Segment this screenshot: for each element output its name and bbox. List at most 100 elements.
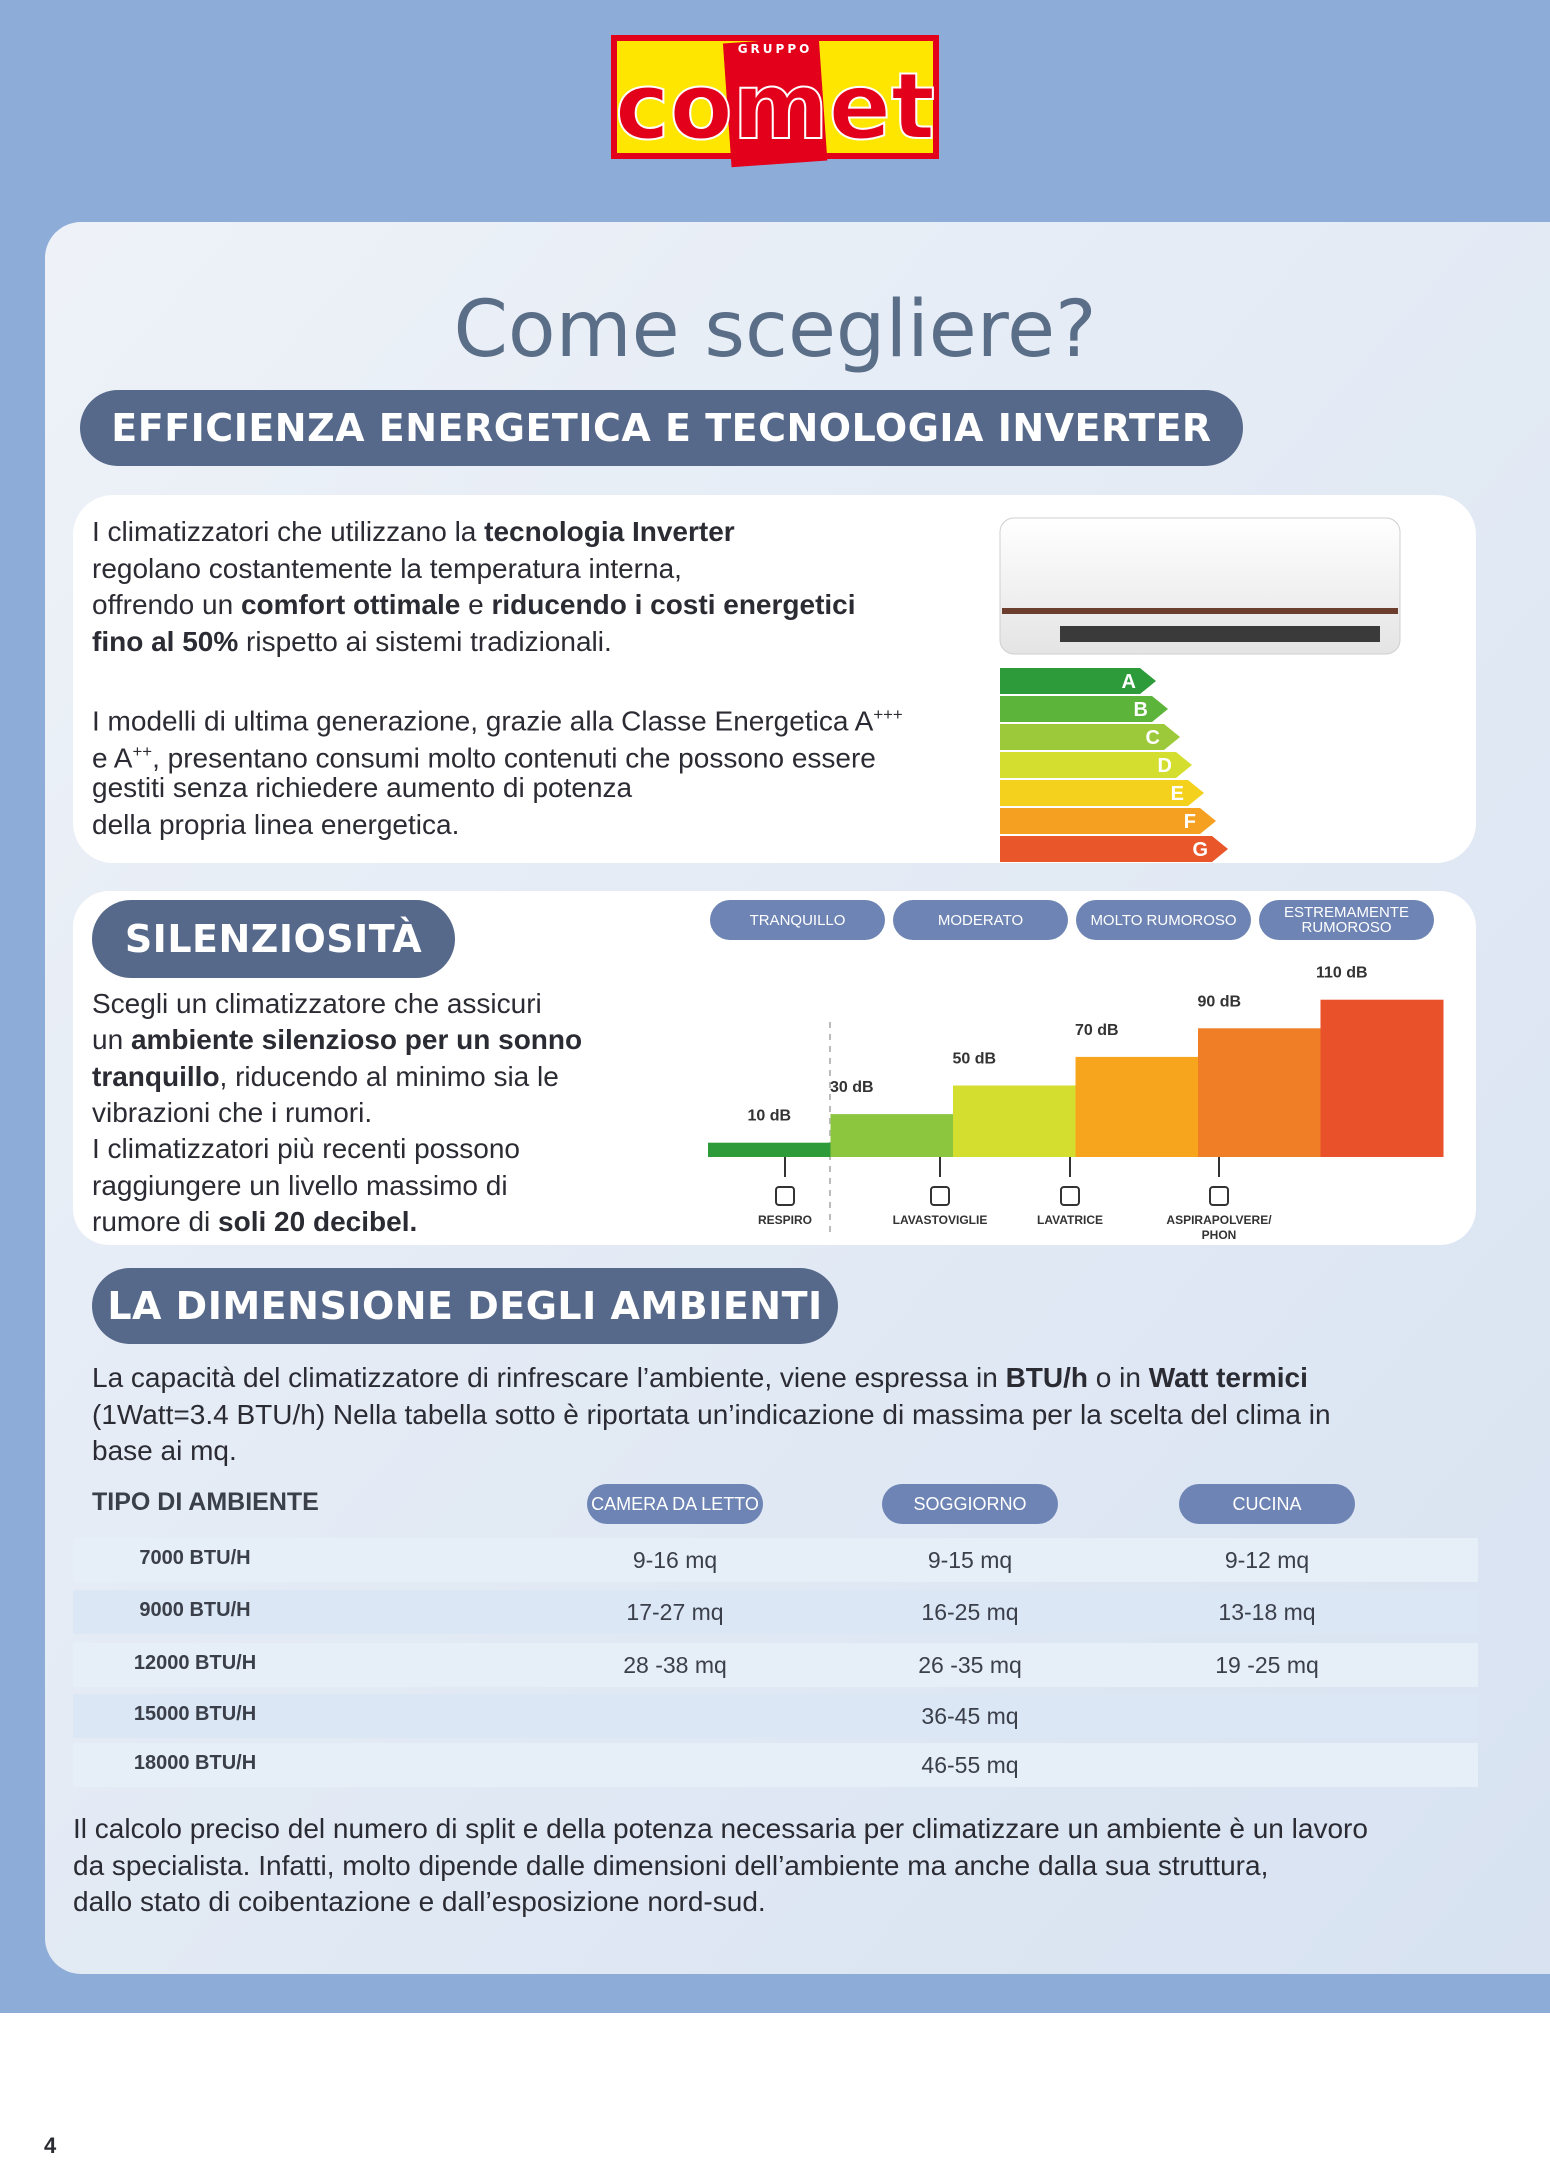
text-run: base ai mq. [92, 1435, 237, 1466]
energy-class-bar [1000, 752, 1192, 778]
page-title: Come scegliere? [453, 285, 1097, 375]
source-label: RESPIRO [757, 1213, 812, 1227]
noise-category: TRANQUILLO [710, 900, 885, 940]
text-run: da specialista. Infatti, molto dipende d… [73, 1849, 1269, 1881]
noise-label: 90 dB [1197, 993, 1241, 1010]
text-run: I climatizzatori che utilizzano la [92, 516, 485, 547]
row-label: 18000 BTU/H [133, 1752, 257, 1774]
text-run: (1Watt=3.4 BTU/h) Nella tabella sotto è … [92, 1398, 1331, 1430]
paragraph-line: rumore di soli 20 decibel. [92, 1204, 417, 1240]
text-run: regolano costantemente la temperatura in… [92, 552, 682, 584]
noise-label: 110 dB [1316, 965, 1368, 982]
table-row [73, 1538, 1478, 1582]
paragraph-line: tranquillo, riducendo al minimo sia le [92, 1059, 559, 1095]
paragraph-line: base ai mq. [92, 1433, 237, 1469]
table-cell: 16-25 mq [921, 1599, 1019, 1625]
text-run: o in [1088, 1362, 1149, 1393]
paragraph-line: della propria linea energetica. [92, 807, 459, 843]
logo [611, 35, 939, 168]
row-label: 15000 BTU/H [133, 1703, 257, 1725]
text-run: Scegli un climatizzatore che assicuri [92, 988, 542, 1019]
ac-stripe [1002, 608, 1398, 614]
ac-vent [1060, 626, 1380, 642]
noise-label: 50 dB [952, 1051, 996, 1068]
text-run: +++ [873, 705, 903, 724]
paragraph-line: un ambiente silenzioso per un sonno [92, 1022, 582, 1058]
paragraph-line: I climatizzatori più recenti possono [92, 1131, 520, 1167]
paragraph-line: La capacità del climatizzatore di rinfre… [92, 1360, 1308, 1396]
table-row [73, 1643, 1478, 1687]
table-row [73, 1743, 1478, 1787]
page-number: 4 [44, 2133, 57, 2158]
table-cell: 46-55 mq [921, 1752, 1019, 1778]
paragraph-line: e A++, presentano consumi molto contenut… [92, 734, 876, 776]
table-header: TIPO DI AMBIENTE [92, 1488, 319, 1516]
table-header: SOGGIORNO [882, 1484, 1058, 1524]
bold-text: tranquillo [92, 1060, 220, 1092]
source-label: LAVASTOVIGLIE [892, 1213, 988, 1227]
text-run: rumore di [92, 1205, 219, 1237]
row-label: 12000 BTU/H [133, 1652, 257, 1674]
paragraph-line: Il calcolo preciso del numero di split e… [73, 1811, 1368, 1847]
text-run: un [92, 1024, 131, 1056]
energy-class-bar [1000, 668, 1156, 694]
text-run: offrendo un [92, 589, 241, 620]
energy-class-bar [1000, 696, 1168, 722]
source-icon [930, 1186, 950, 1206]
paragraph-line: Scegli un climatizzatore che assicuri [92, 986, 542, 1022]
text-run: rispetto ai sistemi tradizionali. [238, 625, 612, 657]
air-conditioner [999, 517, 1401, 655]
section-heading: LA DIMENSIONE DEGLI AMBIENTI [92, 1268, 838, 1344]
table-header: CUCINA [1179, 1484, 1355, 1524]
source-label: LAVATRICE [1037, 1213, 1103, 1227]
noise-category: ESTREMAMENTE RUMOROSO [1259, 900, 1434, 940]
noise-bar [953, 1085, 1076, 1157]
bold-text: comfort ottimale [240, 589, 461, 620]
energy-class-bar [1000, 808, 1216, 834]
text-run: ++ [132, 741, 153, 761]
noise-bar [830, 1114, 954, 1157]
noise-bar [708, 1142, 831, 1157]
table-cell: 9-12 mq [1224, 1547, 1310, 1573]
table-row [73, 1694, 1478, 1738]
bold-text: BTU/h [1005, 1362, 1088, 1393]
text-run: gestiti senza richiedere aumento di pote… [92, 772, 633, 803]
paragraph-line: I climatizzatori che utilizzano la tecno… [92, 514, 735, 550]
noise-label: 10 dB [747, 1108, 791, 1125]
bold-text: Watt termici [1148, 1362, 1308, 1393]
text-run: , riducendo al minimo sia le [219, 1060, 559, 1092]
bold-text: tecnologia Inverter [484, 516, 735, 547]
table-row [73, 1590, 1478, 1634]
paragraph-line: gestiti senza richiedere aumento di pote… [92, 770, 632, 806]
paragraph-line: fino al 50% rispetto ai sistemi tradizio… [92, 624, 612, 660]
paragraph-line: offrendo un comfort ottimale e riducendo… [92, 587, 856, 623]
noise-category: MOLTO RUMOROSO [1076, 900, 1251, 940]
text-run: vibrazioni che i rumori. [92, 1096, 373, 1128]
text-run: La capacità del climatizzatore di rinfre… [92, 1362, 1006, 1393]
energy-class-label: F [1184, 811, 1196, 833]
table-cell: 9-16 mq [632, 1547, 718, 1573]
paragraph-line: raggiungere un livello massimo di [92, 1168, 508, 1204]
energy-class-label: D [1158, 755, 1172, 777]
table-cell: 13-18 mq [1218, 1599, 1316, 1625]
logo-brand: comet [615, 53, 935, 160]
source-icon [1209, 1186, 1229, 1206]
paragraph-line: da specialista. Infatti, molto dipende d… [73, 1848, 1268, 1884]
noise-bar [1075, 1056, 1199, 1157]
energy-class-label: C [1146, 727, 1160, 749]
row-label: 9000 BTU/H [139, 1599, 251, 1621]
bold-text: ambiente silenzioso per un sonno [130, 1024, 583, 1056]
paragraph-line: regolano costantemente la temperatura in… [92, 551, 682, 587]
table-cell: 36-45 mq [921, 1703, 1019, 1729]
table-cell: 26 -35 mq [918, 1652, 1022, 1678]
source-label: ASPIRAPOLVERE/ PHON [1166, 1213, 1272, 1242]
table-cell: 17-27 mq [626, 1599, 724, 1625]
energy-class-bar [1000, 836, 1228, 862]
bold-text: fino al 50% [92, 625, 239, 657]
text-run: e [460, 589, 492, 620]
energy-class-bar [1000, 780, 1204, 806]
paragraph-line: (1Watt=3.4 BTU/h) Nella tabella sotto è … [92, 1397, 1331, 1433]
ac-body [999, 517, 1401, 655]
paragraph-line: I modelli di ultima generazione, grazie … [92, 697, 903, 739]
